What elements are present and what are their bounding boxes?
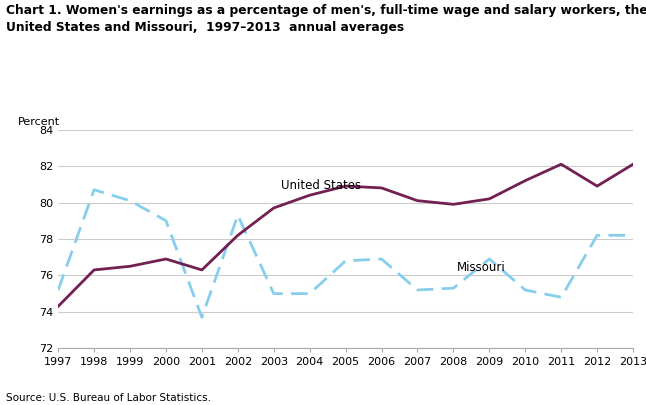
Text: Source: U.S. Bureau of Labor Statistics.: Source: U.S. Bureau of Labor Statistics. — [6, 393, 211, 403]
Text: Chart 1. Women's earnings as a percentage of men's, full-time wage and salary wo: Chart 1. Women's earnings as a percentag… — [6, 4, 646, 34]
Text: Missouri: Missouri — [457, 262, 506, 275]
Text: Percent: Percent — [18, 117, 60, 128]
Text: United States: United States — [281, 179, 361, 192]
